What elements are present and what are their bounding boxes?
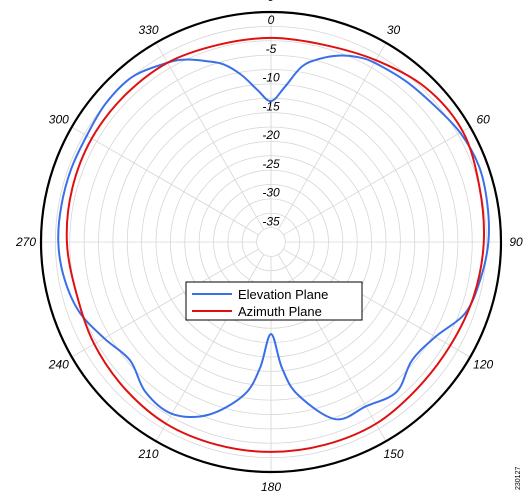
radial-tick-label: -5: [266, 42, 277, 56]
angle-tick-label: 90: [509, 235, 523, 249]
series-line-azimuth: [65, 36, 486, 453]
radial-tick-label: -25: [262, 157, 280, 171]
outer-ring: [39, 10, 503, 474]
legend-label-elevation: Elevation Plane: [238, 287, 328, 302]
grid-spoke: [277, 42, 387, 230]
grid-spoke: [71, 248, 259, 358]
radial-tick-labels: 0 -5 -10 -15 -20 -25 -30 -35: [262, 13, 280, 228]
angle-tick-label: 210: [137, 447, 158, 461]
angle-tick-label: 120: [473, 358, 493, 372]
angle-tick-label: 180: [261, 480, 281, 494]
radial-tick-label: -10: [262, 71, 280, 85]
grid-spoke: [283, 126, 471, 236]
grid-ring: [256, 227, 286, 257]
grid-spoke: [155, 42, 265, 230]
angle-tick-label: 30: [387, 23, 401, 37]
angle-tick-label: 270: [15, 235, 36, 249]
angle-tick-label: 300: [49, 113, 69, 127]
angle-tick-label: 0: [268, 0, 275, 4]
angle-tick-labels: 0 30 60 90 120 150 180 210 240 270 300 330: [15, 0, 523, 494]
radial-tick-label: -30: [262, 186, 280, 200]
legend-box: [185, 281, 363, 321]
angle-tick-label: 240: [48, 358, 69, 372]
radial-tick-label: -15: [262, 99, 280, 113]
angle-tick-label: 150: [383, 447, 403, 461]
angle-tick-label: 60: [476, 113, 490, 127]
side-code: 230127: [515, 467, 522, 490]
series-layer: [57, 36, 490, 453]
angle-tick-label: 330: [138, 23, 158, 37]
legend-label-azimuth: Azimuth Plane: [238, 304, 322, 319]
radial-tick-label: 0: [268, 13, 275, 27]
grid-spoke: [283, 248, 471, 358]
radial-tick-label: -20: [262, 128, 280, 142]
legend: Elevation Plane Azimuth Plane: [185, 281, 363, 321]
radial-tick-label: -35: [262, 214, 280, 228]
series-line-elevation: [57, 54, 490, 421]
grid-spoke: [71, 126, 259, 236]
